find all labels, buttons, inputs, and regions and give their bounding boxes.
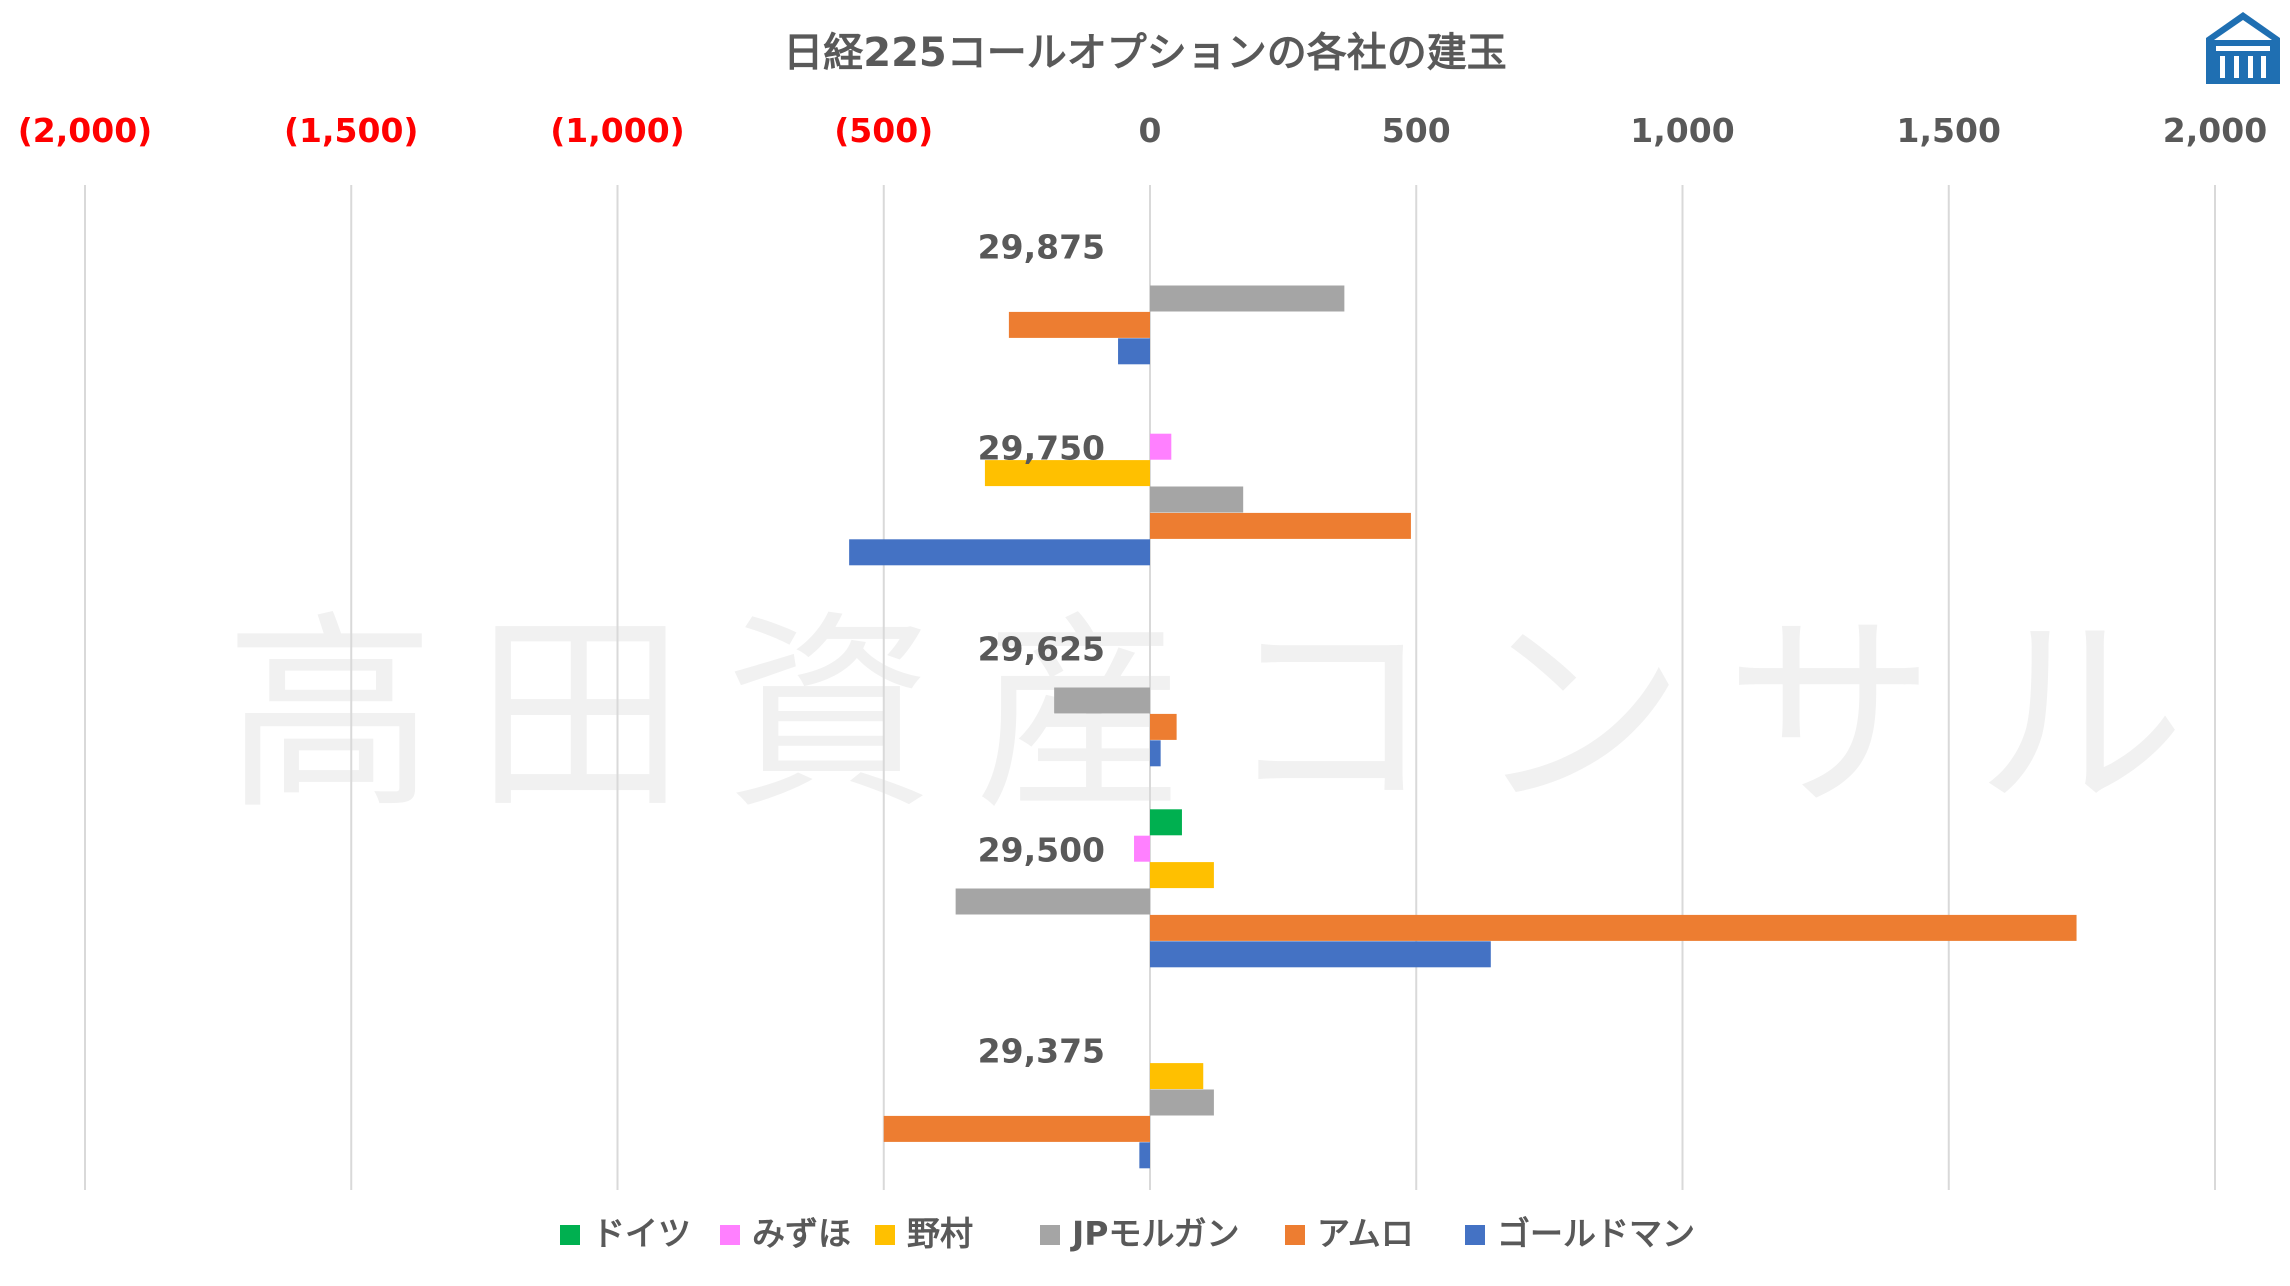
company-logo-icon [2206, 12, 2280, 84]
bar-アムロ-29,375 [883, 1115, 1150, 1142]
legend-swatch [1285, 1225, 1305, 1245]
legend-label: アムロ [1317, 1214, 1414, 1253]
legend-label: JPモルガン [1070, 1214, 1239, 1253]
legend-swatch [875, 1225, 895, 1245]
x-tick-label: (1,000) [550, 111, 685, 150]
bar-アムロ-29,500 [1150, 914, 2077, 941]
x-tick-label: 1,500 [1897, 111, 2001, 150]
bar-アムロ-29,750 [1150, 512, 1411, 539]
bar-JPモルガン-29,375 [1150, 1089, 1214, 1116]
bar-JPモルガン-29,500 [955, 888, 1150, 915]
bar-JPモルガン-29,875 [1150, 285, 1345, 312]
bar-ゴールドマン-29,750 [849, 539, 1150, 566]
bar-みずほ-29,500 [1134, 835, 1150, 862]
x-tick-label: (2,000) [18, 111, 153, 150]
category-label: 29,625 [978, 629, 1105, 668]
bar-野村-29,500 [1150, 862, 1214, 889]
legend-label: ゴールドマン [1497, 1214, 1695, 1253]
bar-ゴールドマン-29,875 [1118, 338, 1150, 365]
bar-ゴールドマン-29,625 [1150, 740, 1161, 767]
category-label: 29,375 [978, 1031, 1105, 1070]
x-tick-label: (1,500) [284, 111, 419, 150]
x-tick-label: 0 [1139, 111, 1162, 150]
category-labels: 29,875 29,750 29,625 29,500 29,375 [978, 227, 1105, 1070]
category-label: 29,750 [978, 428, 1105, 467]
bar-野村-29,750 [984, 460, 1150, 487]
legend-label: ドイツ [592, 1214, 691, 1253]
x-axis-ticks: (2,000) (1,500) (1,000) (500) 0 500 1,000 1,500… [18, 111, 2267, 150]
bar-アムロ-29,875 [1008, 311, 1150, 338]
legend-label: 野村 [907, 1214, 973, 1253]
bars [849, 285, 2077, 1169]
x-tick-label: 1,000 [1630, 111, 1734, 150]
category-label: 29,500 [978, 830, 1105, 869]
legend-swatch [1465, 1225, 1485, 1245]
bar-ドイツ-29,500 [1150, 809, 1182, 836]
bar-野村-29,375 [1150, 1063, 1204, 1090]
bar-アムロ-29,625 [1150, 713, 1177, 740]
bar-ゴールドマン-29,500 [1150, 941, 1491, 968]
legend-swatch [720, 1225, 740, 1245]
category-label: 29,875 [978, 227, 1105, 266]
legend: ドイツ みずほ 野村 JPモルガン アムロ ゴールドマン [560, 1214, 1695, 1253]
legend-swatch [560, 1225, 580, 1245]
chart-title: 日経225コールオプションの各社の建玉 [783, 30, 1507, 76]
legend-label: みずほ [752, 1214, 851, 1253]
bar-JPモルガン-29,750 [1150, 486, 1244, 513]
x-tick-label: 2,000 [2163, 111, 2267, 150]
bar-みずほ-29,750 [1150, 433, 1172, 460]
grid-lines [84, 185, 2216, 1190]
bar-JPモルガン-29,625 [1054, 687, 1150, 714]
legend-swatch [1040, 1225, 1060, 1245]
x-tick-label: (500) [834, 111, 933, 150]
x-tick-label: 500 [1382, 111, 1451, 150]
bar-ゴールドマン-29,375 [1139, 1142, 1150, 1169]
